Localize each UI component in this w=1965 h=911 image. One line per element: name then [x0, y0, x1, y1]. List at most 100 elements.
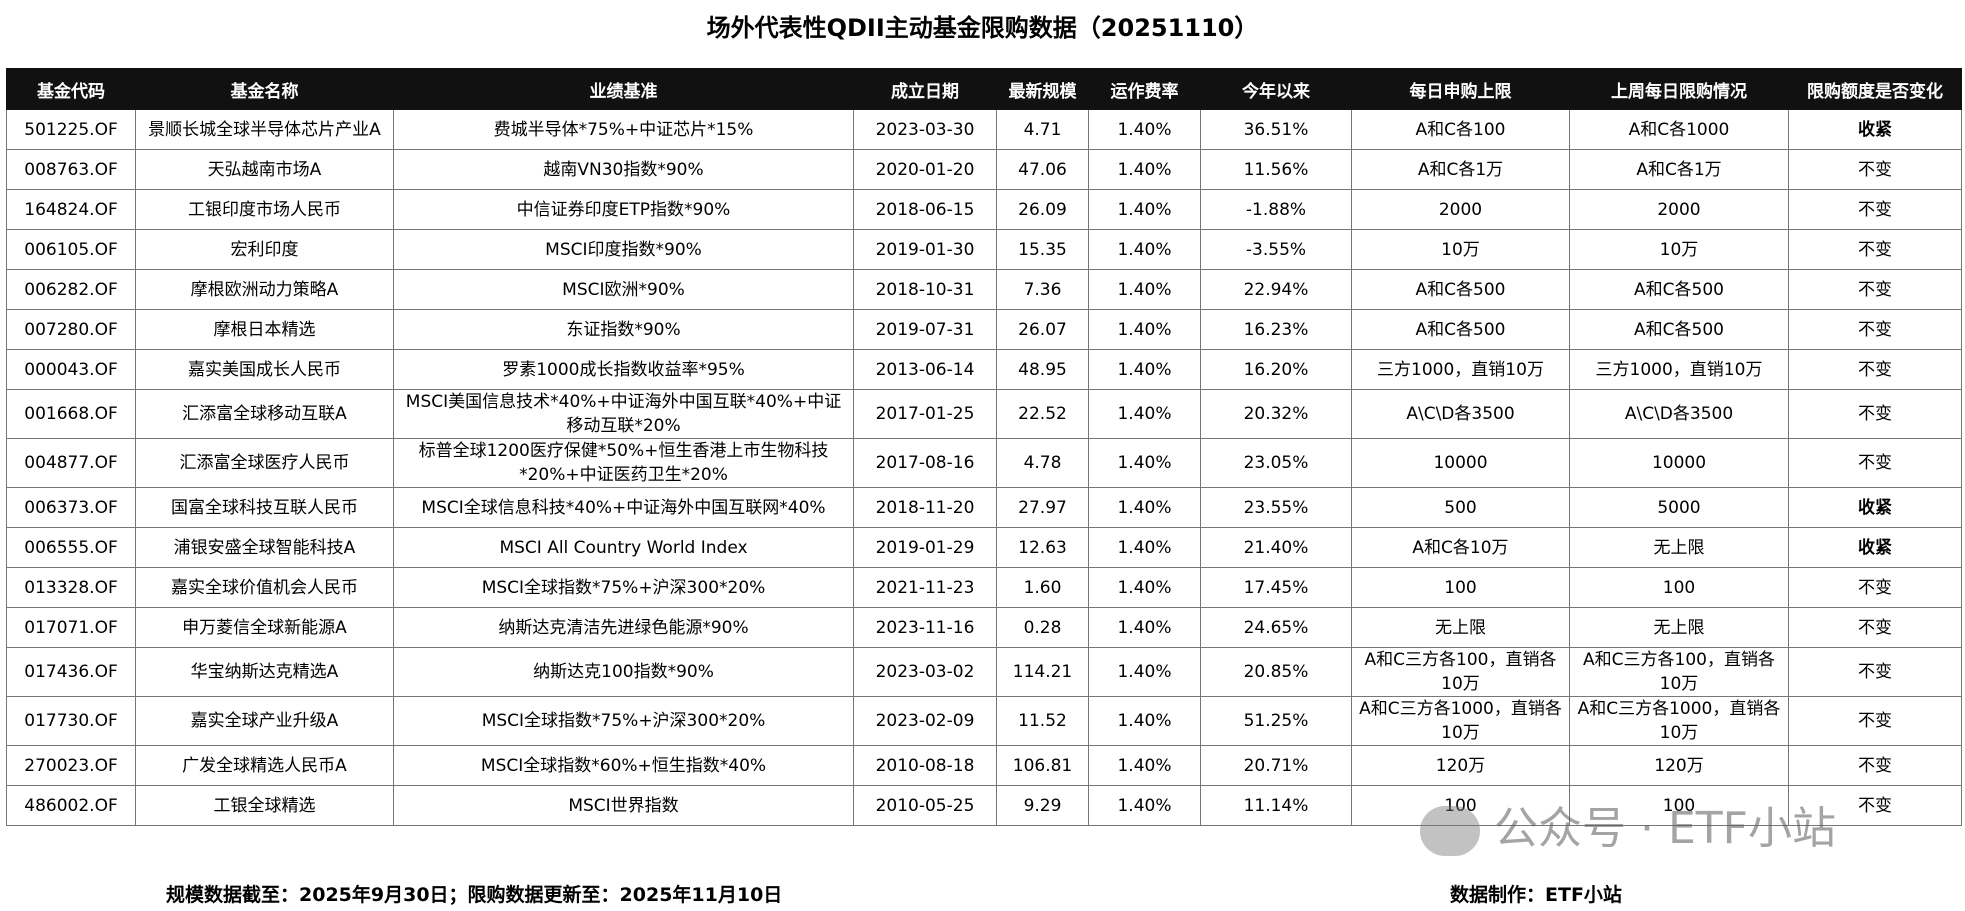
table-cell: -3.55%	[1200, 229, 1352, 270]
table-cell: 008763.OF	[6, 149, 136, 190]
table-cell: 7.36	[996, 269, 1089, 310]
table-cell: 1.40%	[1088, 269, 1201, 310]
table-cell: 工银全球精选	[135, 785, 394, 826]
column-header: 上周每日限购情况	[1569, 68, 1789, 110]
table-cell: 164824.OF	[6, 189, 136, 230]
table-cell: 10万	[1351, 229, 1570, 270]
table-cell: 不变	[1788, 607, 1962, 648]
table-cell: MSCI全球指数*75%+沪深300*20%	[393, 696, 854, 746]
table-row: 486002.OF 工银全球精选 MSCI世界指数 2010-05-25 9.29 1.4…	[6, 785, 1962, 826]
table-row: 006555.OF 浦银安盛全球智能科技A MSCI All Country Wor…	[6, 527, 1962, 568]
column-header: 成立日期	[853, 68, 997, 110]
watermark-text: 公众号 · ETF小站	[1494, 803, 1836, 854]
table-cell: 10万	[1569, 229, 1789, 270]
table-cell: MSCI全球指数*60%+恒生指数*40%	[393, 745, 854, 786]
table-cell: 不变	[1788, 349, 1962, 390]
table-cell: A和C三方各100，直销各10万	[1569, 647, 1789, 697]
table-cell: 罗素1000成长指数收益率*95%	[393, 349, 854, 390]
table-cell: 纳斯达克100指数*90%	[393, 647, 854, 697]
table-cell: 017071.OF	[6, 607, 136, 648]
table-row: 000043.OF 嘉实美国成长人民币 罗素1000成长指数收益率*95% 2013-…	[6, 349, 1962, 390]
table-cell: 国富全球科技互联人民币	[135, 487, 394, 528]
table-cell: A和C各500	[1569, 309, 1789, 350]
table-cell: 1.40%	[1088, 607, 1201, 648]
table-cell: 收紧	[1788, 487, 1962, 528]
table-row: 006282.OF 摩根欧洲动力策略A MSCI欧洲*90% 2018-10-31 7.…	[6, 269, 1962, 310]
table-cell: 1.40%	[1088, 785, 1201, 826]
column-header: 运作费率	[1088, 68, 1201, 110]
table-row: 270023.OF 广发全球精选人民币A MSCI全球指数*60%+恒生指数*40%…	[6, 745, 1962, 786]
table-cell: 17.45%	[1200, 567, 1352, 608]
table-cell: 广发全球精选人民币A	[135, 745, 394, 786]
watermark: 公众号 · ETF小站	[1420, 792, 1836, 856]
table-cell: 嘉实美国成长人民币	[135, 349, 394, 390]
table-cell: 2020-01-20	[853, 149, 997, 190]
table-cell: 中信证券印度ETP指数*90%	[393, 189, 854, 230]
table-cell: 不变	[1788, 229, 1962, 270]
table-cell: 三方1000，直销10万	[1569, 349, 1789, 390]
table-cell: 10000	[1569, 438, 1789, 488]
footer-left: 规模数据截至：2025年9月30日；限购数据更新至：2025年11月10日	[166, 884, 783, 906]
table-cell: A\C\D各3500	[1569, 389, 1789, 439]
table-cell: 1.40%	[1088, 229, 1201, 270]
title: 场外代表性QDII主动基金限购数据（20251110）	[706, 14, 1259, 42]
table-cell: 不变	[1788, 745, 1962, 786]
table-cell: 汇添富全球移动互联A	[135, 389, 394, 439]
table-cell: 2023-02-09	[853, 696, 997, 746]
table-cell: 1.60	[996, 567, 1089, 608]
table-cell: 006373.OF	[6, 487, 136, 528]
table-cell: 1.40%	[1088, 696, 1201, 746]
table-row: 006105.OF 宏利印度 MSCI印度指数*90% 2019-01-30 15.35…	[6, 229, 1962, 270]
table-cell: 1.40%	[1088, 149, 1201, 190]
table-cell: 申万菱信全球新能源A	[135, 607, 394, 648]
table-cell: 无上限	[1351, 607, 1570, 648]
table-cell: 2019-01-29	[853, 527, 997, 568]
table-row: 013328.OF 嘉实全球价值机会人民币 MSCI全球指数*75%+沪深300*2…	[6, 567, 1962, 608]
table-cell: 东证指数*90%	[393, 309, 854, 350]
table-cell: 1.40%	[1088, 309, 1201, 350]
table-cell: 000043.OF	[6, 349, 136, 390]
table-cell: 100	[1569, 785, 1789, 826]
table-cell: 120万	[1351, 745, 1570, 786]
table-cell: 不变	[1788, 149, 1962, 190]
table-cell: 宏利印度	[135, 229, 394, 270]
table-cell: 不变	[1788, 438, 1962, 488]
table-cell: 嘉实全球价值机会人民币	[135, 567, 394, 608]
table-cell: 100	[1569, 567, 1789, 608]
table-cell: 天弘越南市场A	[135, 149, 394, 190]
table-cell: 2023-11-16	[853, 607, 997, 648]
table-cell: 不变	[1788, 309, 1962, 350]
table-cell: 三方1000，直销10万	[1351, 349, 1570, 390]
table-cell: MSCI美国信息技术*40%+中证海外中国互联*40%+中证移动互联*20%	[393, 389, 854, 439]
table-cell: 20.32%	[1200, 389, 1352, 439]
column-header: 每日申购上限	[1351, 68, 1570, 110]
table-cell: 2017-01-25	[853, 389, 997, 439]
table-cell: 不变	[1788, 647, 1962, 697]
table-cell: 纳斯达克清洁先进绿色能源*90%	[393, 607, 854, 648]
table-cell: 16.23%	[1200, 309, 1352, 350]
table-cell: 20.71%	[1200, 745, 1352, 786]
table-cell: A和C三方各1000，直销各10万	[1569, 696, 1789, 746]
table-cell: 标普全球1200医疗保健*50%+恒生香港上市生物科技*20%+中证医药卫生*2…	[393, 438, 854, 488]
table-cell: A和C各500	[1351, 269, 1570, 310]
table-cell: 013328.OF	[6, 567, 136, 608]
table-cell: 摩根欧洲动力策略A	[135, 269, 394, 310]
table-cell: 500	[1351, 487, 1570, 528]
table-cell: 1.40%	[1088, 647, 1201, 697]
table-cell: 越南VN30指数*90%	[393, 149, 854, 190]
table-cell: 10000	[1351, 438, 1570, 488]
table-cell: 100	[1351, 785, 1570, 826]
table-cell: 不变	[1788, 189, 1962, 230]
column-header: 最新规模	[996, 68, 1089, 110]
table-cell: 22.94%	[1200, 269, 1352, 310]
footer-right: 数据制作：ETF小站	[1450, 884, 1622, 906]
table-row: 017436.OF 华宝纳斯达克精选A 纳斯达克100指数*90% 2023-03-0…	[6, 647, 1962, 697]
table-cell: 2010-05-25	[853, 785, 997, 826]
table-cell: 24.65%	[1200, 607, 1352, 648]
column-header: 业绩基准	[393, 68, 854, 110]
table-cell: 1.40%	[1088, 109, 1201, 150]
table-cell: 001668.OF	[6, 389, 136, 439]
table-cell: 27.97	[996, 487, 1089, 528]
table-cell: 浦银安盛全球智能科技A	[135, 527, 394, 568]
